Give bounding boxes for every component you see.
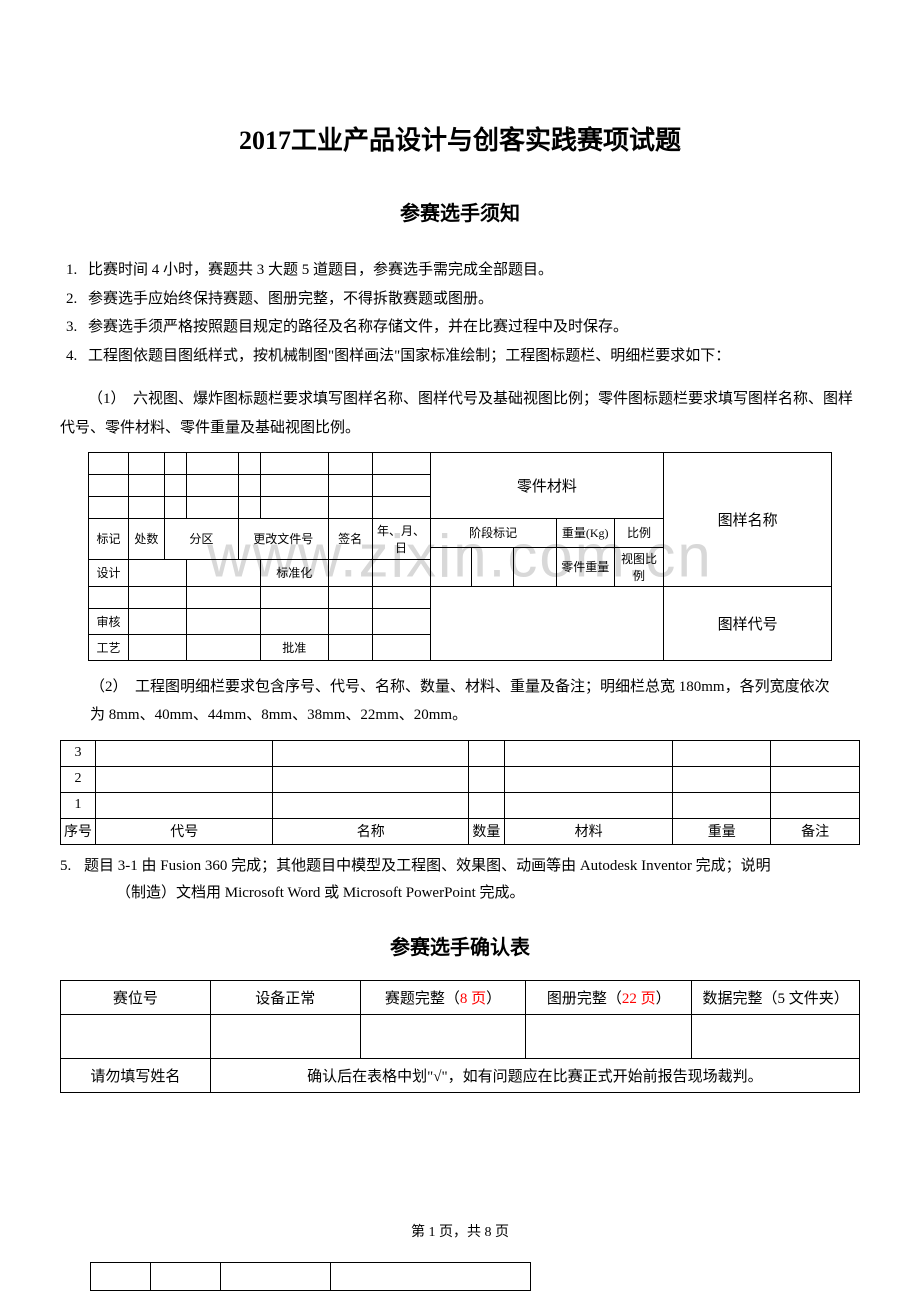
list-item: 4. 工程图依题目图纸样式，按机械制图"图样画法"国家标准绘制；工程图标题栏、明… xyxy=(60,342,860,371)
cell: 更改文件号 xyxy=(238,519,328,560)
cell: 标记 xyxy=(89,519,129,560)
th: 数量 xyxy=(468,818,504,844)
item-number: 1. xyxy=(60,256,88,285)
cell: 处数 xyxy=(128,519,164,560)
item-number: 5. xyxy=(60,853,84,880)
th: 材料 xyxy=(504,818,673,844)
th: 重量 xyxy=(673,818,771,844)
confirm-table: 赛位号 设备正常 赛题完整（8 页） 图册完整（22 页） 数据完整（5 文件夹… xyxy=(60,980,860,1093)
item-number: 2. xyxy=(60,285,88,314)
th: 赛题完整（8 页） xyxy=(360,980,526,1014)
cell: 批准 xyxy=(260,634,328,660)
th: 数据完整（5 文件夹） xyxy=(692,980,860,1014)
th: 图册完整（22 页） xyxy=(526,980,692,1014)
list-item: 2. 参赛选手应始终保持赛题、图册完整，不得拆散赛题或图册。 xyxy=(60,285,860,314)
th: 序号 xyxy=(61,818,96,844)
rules-list: 1. 比赛时间 4 小时，赛题共 3 大题 5 道题目，参赛选手需完成全部题目。… xyxy=(60,256,860,370)
cell: 确认后在表格中划"√"，如有问题应在比赛正式开始前报告现场裁判。 xyxy=(210,1058,859,1092)
cell: 零件重量 xyxy=(556,547,614,586)
page-title: 2017工业产品设计与创客实践赛项试题 xyxy=(60,120,860,157)
item-text: 参赛选手应始终保持赛题、图册完整，不得拆散赛题或图册。 xyxy=(88,285,860,314)
section-subtitle: 参赛选手须知 xyxy=(60,197,860,226)
page-footer: 第 1 页，共 8 页 xyxy=(0,1221,920,1241)
sub-rule-1: （1） 六视图、爆炸图标题栏要求填写图样名称、图样代号及基础视图比例；零件图标题… xyxy=(60,385,860,442)
th: 代号 xyxy=(95,818,273,844)
item-number: 3. xyxy=(60,313,88,342)
th: 备注 xyxy=(771,818,860,844)
cell-material: 零件材料 xyxy=(430,453,664,519)
cell: 设计 xyxy=(89,559,129,586)
sub-rule-2: （2） 工程图明细栏要求包含序号、代号、名称、数量、材料、重量及备注；明细栏总宽… xyxy=(90,673,830,730)
cell-drawing-code: 图样代号 xyxy=(664,586,832,660)
cell: 2 xyxy=(61,766,96,792)
detail-spec-table: 3 2 1 序号 代号 名称 数量 材料 重量 备注 xyxy=(60,740,860,845)
th: 名称 xyxy=(273,818,468,844)
cell: 比例 xyxy=(614,519,663,547)
cell: 3 xyxy=(61,740,96,766)
item-number: 4. xyxy=(60,342,88,371)
cell: 审核 xyxy=(89,608,129,634)
cell: 1 xyxy=(61,792,96,818)
cell: 分区 xyxy=(164,519,238,560)
item-text: 题目 3-1 由 Fusion 360 完成；其他题目中模型及工程图、效果图、动… xyxy=(84,853,860,880)
cell: 签名 xyxy=(328,519,372,560)
confirm-subtitle: 参赛选手确认表 xyxy=(60,931,860,960)
cell: 视图比例 xyxy=(614,547,663,586)
th: 设备正常 xyxy=(210,980,360,1014)
cell: 工艺 xyxy=(89,634,129,660)
footer-small-table xyxy=(90,1262,531,1291)
item-text-cont: （制造）文档用 Microsoft Word 或 Microsoft Power… xyxy=(60,880,860,907)
cell: 标准化 xyxy=(260,559,328,586)
cell: 年、月、日 xyxy=(372,519,430,560)
list-item: 1. 比赛时间 4 小时，赛题共 3 大题 5 道题目，参赛选手需完成全部题目。 xyxy=(60,256,860,285)
list-item: 3. 参赛选手须严格按照题目规定的路径及名称存储文件，并在比赛过程中及时保存。 xyxy=(60,313,860,342)
cell: 重量(Kg) xyxy=(556,519,614,547)
item-text: 比赛时间 4 小时，赛题共 3 大题 5 道题目，参赛选手需完成全部题目。 xyxy=(88,256,860,285)
item-text: 参赛选手须严格按照题目规定的路径及名称存储文件，并在比赛过程中及时保存。 xyxy=(88,313,860,342)
th: 赛位号 xyxy=(61,980,211,1014)
item-text: 工程图依题目图纸样式，按机械制图"图样画法"国家标准绘制；工程图标题栏、明细栏要… xyxy=(88,342,860,371)
cell: 请勿填写姓名 xyxy=(61,1058,211,1092)
cell-drawing-name: 图样名称 xyxy=(664,453,832,587)
title-block-table: 零件材料 图样名称 标记 处数 分区 更改文件号 签名 年、月、日 阶段标记 重… xyxy=(88,452,832,661)
rule-5: 5. 题目 3-1 由 Fusion 360 完成；其他题目中模型及工程图、效果… xyxy=(60,853,860,907)
cell: 阶段标记 xyxy=(431,519,557,547)
